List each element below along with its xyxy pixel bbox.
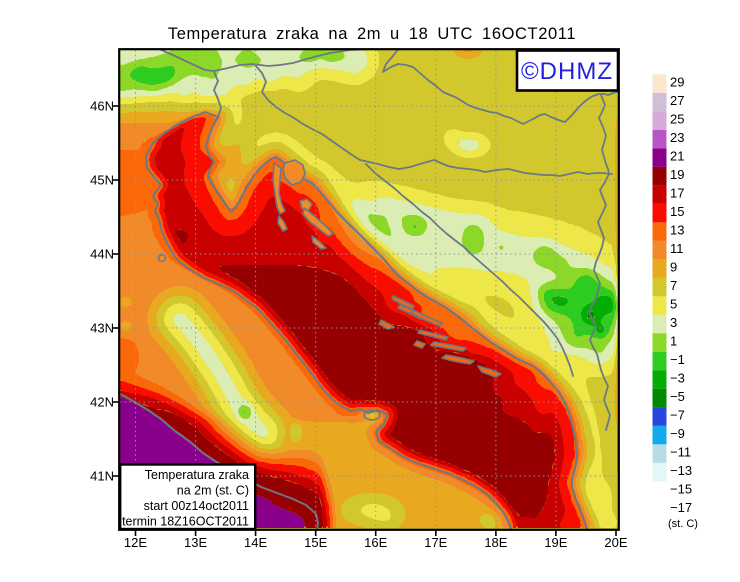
svg-text:29: 29: [670, 75, 684, 90]
svg-text:−15: −15: [670, 482, 692, 497]
svg-text:−9: −9: [670, 426, 685, 441]
svg-text:na 2m (st. C): na 2m (st. C): [177, 484, 249, 498]
svg-text:12E: 12E: [124, 535, 147, 550]
svg-text:43N: 43N: [90, 321, 114, 336]
svg-text:termin 18Z16OCT2011: termin 18Z16OCT2011: [122, 515, 249, 529]
svg-text:(st. C): (st. C): [668, 518, 698, 530]
svg-text:17E: 17E: [424, 535, 447, 550]
svg-text:5: 5: [670, 297, 677, 312]
svg-text:23: 23: [670, 130, 684, 145]
svg-text:9: 9: [670, 260, 677, 275]
svg-text:16E: 16E: [364, 535, 387, 550]
svg-text:19: 19: [670, 167, 684, 182]
svg-text:−17: −17: [670, 500, 692, 515]
svg-text:25: 25: [670, 112, 684, 127]
svg-text:−3: −3: [670, 371, 685, 386]
svg-text:Temperatura zraka: Temperatura zraka: [145, 468, 249, 482]
svg-text:3: 3: [670, 315, 677, 330]
svg-text:15: 15: [670, 204, 684, 219]
svg-text:13: 13: [670, 223, 684, 238]
svg-text:Temperatura zraka na 2m u 18 U: Temperatura zraka na 2m u 18 UTC 16OCT20…: [168, 25, 576, 43]
svg-text:15E: 15E: [304, 535, 327, 550]
svg-text:7: 7: [670, 278, 677, 293]
svg-text:20E: 20E: [604, 535, 627, 550]
svg-text:21: 21: [670, 149, 684, 164]
svg-text:42N: 42N: [90, 395, 114, 410]
svg-text:start 00z14oct2011: start 00z14oct2011: [144, 499, 249, 513]
svg-text:19E: 19E: [544, 535, 567, 550]
svg-text:27: 27: [670, 93, 684, 108]
svg-text:44N: 44N: [90, 247, 114, 262]
svg-text:−11: −11: [670, 445, 691, 460]
svg-text:11: 11: [670, 241, 684, 256]
svg-text:−1: −1: [670, 352, 685, 367]
svg-text:46N: 46N: [90, 99, 114, 114]
svg-text:−5: −5: [670, 389, 685, 404]
svg-text:13E: 13E: [184, 535, 207, 550]
svg-text:−13: −13: [670, 463, 692, 478]
svg-text:1: 1: [670, 334, 677, 349]
svg-text:©DHMZ: ©DHMZ: [521, 58, 613, 85]
svg-text:14E: 14E: [244, 535, 267, 550]
svg-text:18E: 18E: [484, 535, 507, 550]
svg-text:45N: 45N: [90, 173, 114, 188]
svg-text:41N: 41N: [90, 469, 114, 484]
svg-text:17: 17: [670, 186, 684, 201]
svg-text:−7: −7: [670, 408, 685, 423]
